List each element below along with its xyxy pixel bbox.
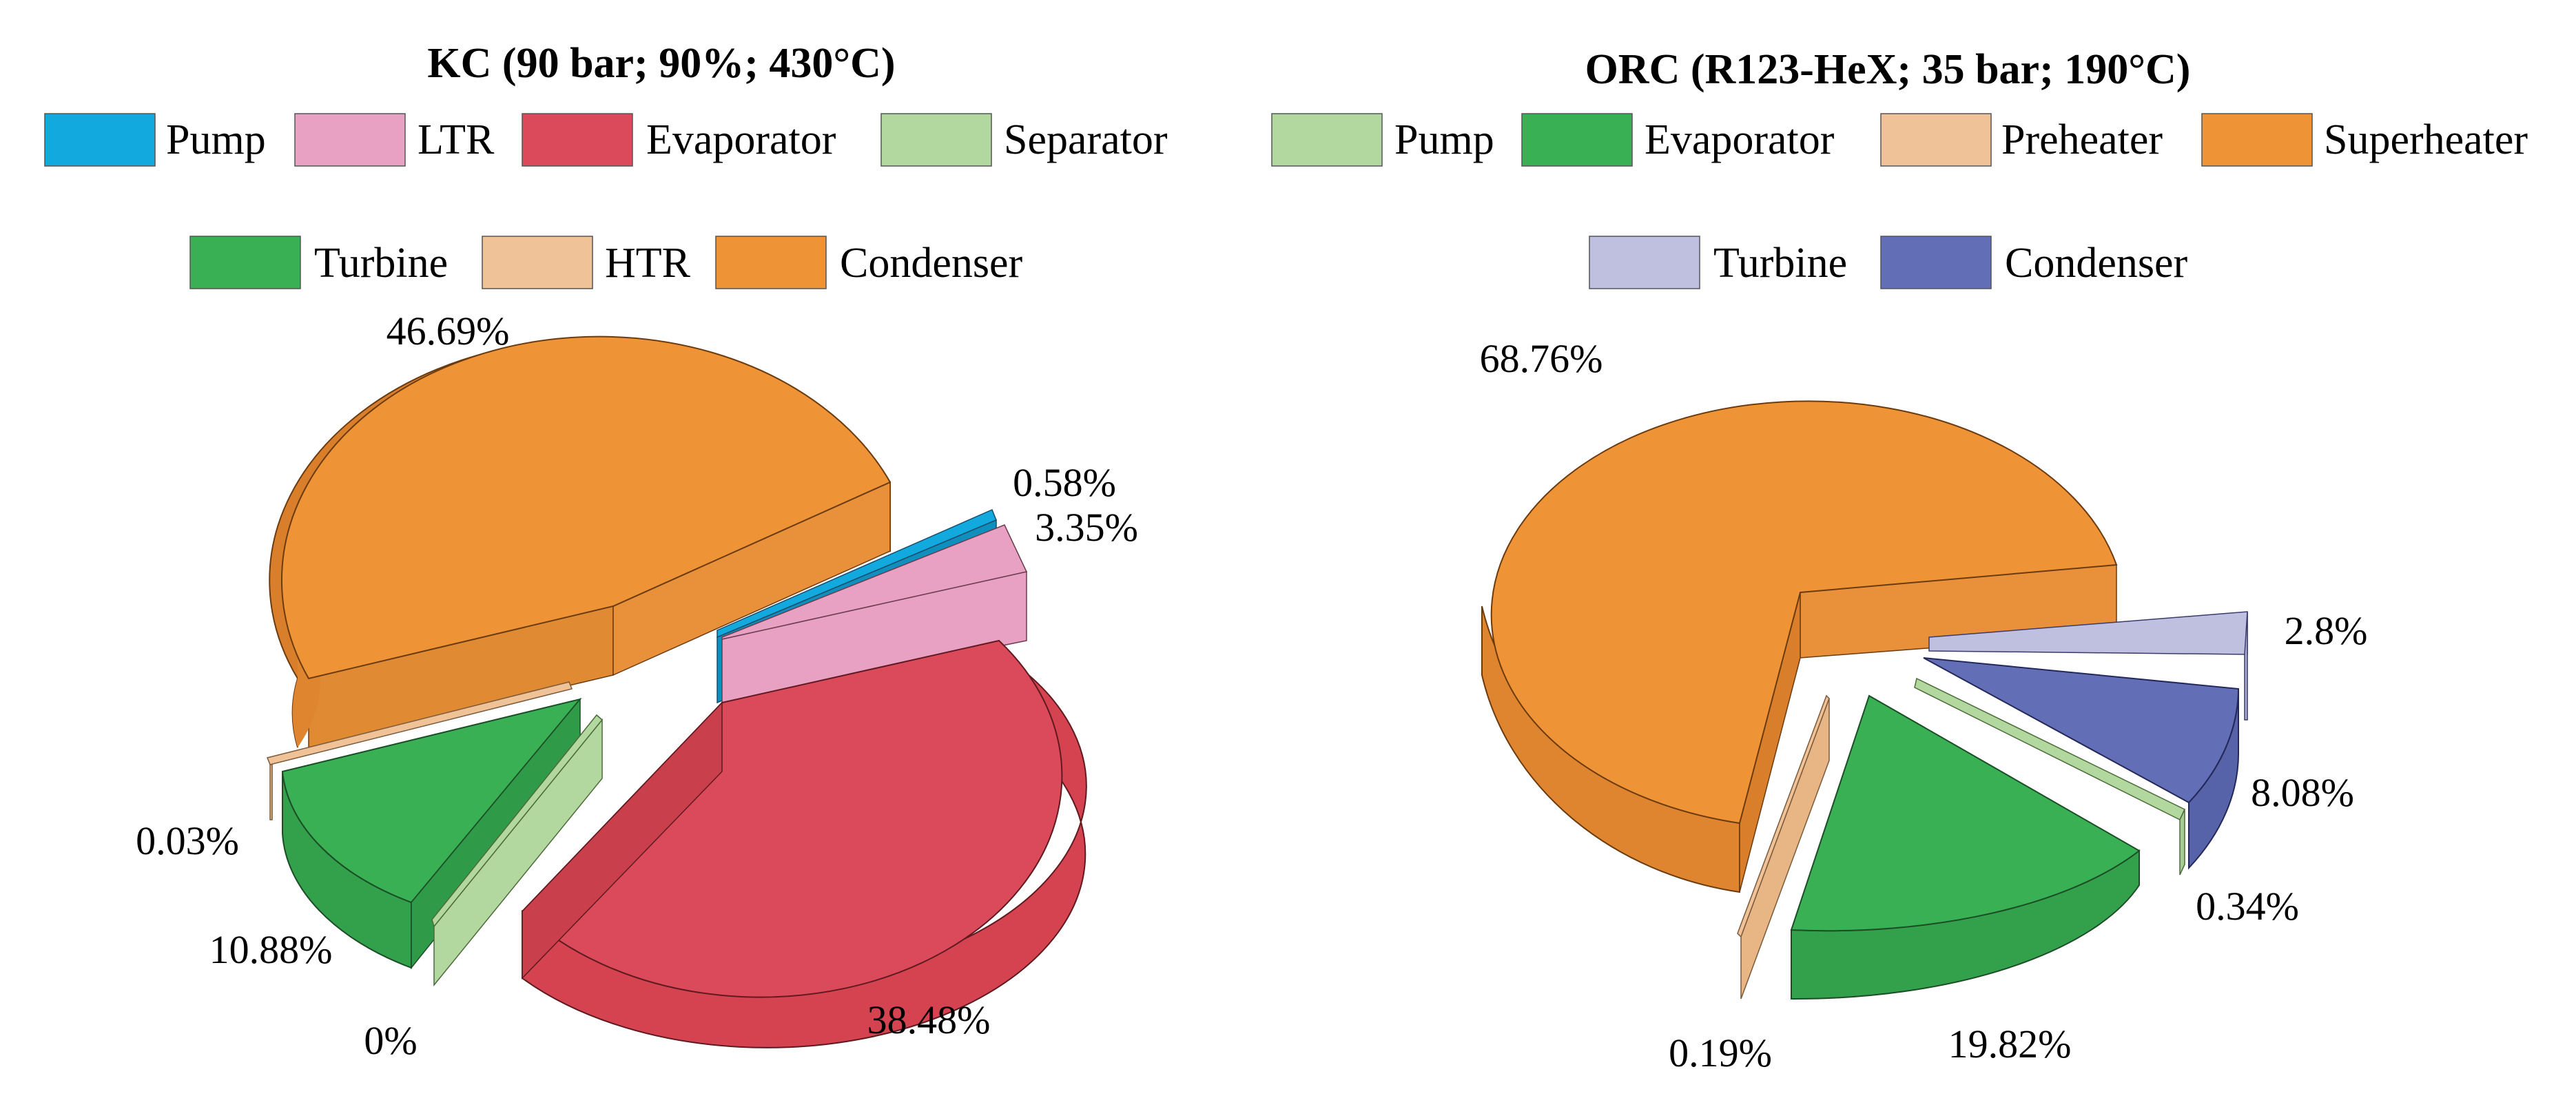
orc-slice-turbine bbox=[1928, 611, 2248, 721]
orc-label-preheater: 0.19% bbox=[1669, 1031, 1772, 1075]
kc-legend-label-evaporator: Evaporator bbox=[646, 116, 836, 163]
orc-label-condenser: 8.08% bbox=[2251, 770, 2354, 815]
kc-legend-swatch-condenser bbox=[715, 236, 827, 289]
kc-slice-condenser bbox=[269, 335, 892, 748]
kc-legend-label-separator: Separator bbox=[1004, 116, 1168, 163]
orc-legend: Pump Evaporator Preheater Superheater Tu… bbox=[1271, 113, 2528, 289]
kc-legend-item-condenser: Condenser bbox=[715, 236, 1023, 289]
kc-legend-item-evaporator: Evaporator bbox=[522, 113, 836, 167]
kc-slice-turbine-top bbox=[281, 698, 582, 904]
kc-slice-htr-side bbox=[269, 764, 273, 820]
kc-slice-evaporator bbox=[521, 639, 1087, 1048]
orc-legend-swatch-turbine bbox=[1589, 236, 1700, 289]
kc-slice-htr-top bbox=[266, 681, 573, 765]
orc-label-evaporator: 19.82% bbox=[1948, 1022, 2072, 1066]
kc-legend-swatch-evaporator bbox=[522, 113, 633, 167]
kc-label-evaporator: 38.48% bbox=[867, 997, 991, 1042]
kc-legend-swatch-turbine bbox=[189, 236, 301, 289]
kc-legend-label-turbine: Turbine bbox=[314, 240, 448, 287]
kc-label-htr: 0.03% bbox=[136, 818, 239, 863]
orc-legend-swatch-preheater bbox=[1880, 113, 1992, 167]
kc-legend-swatch-separator bbox=[880, 113, 992, 167]
orc-legend-label-superheater: Superheater bbox=[2324, 116, 2528, 163]
orc-slice-condenser-top bbox=[1923, 657, 2240, 804]
orc-legend-item-condenser: Condenser bbox=[1880, 236, 2188, 289]
orc-slice-condenser bbox=[1923, 657, 2240, 870]
orc-data-labels: 68.76% 2.8% 8.08% 0.34% 19.82% 0.19% bbox=[1480, 336, 2368, 1075]
kc-label-pump: 0.58% bbox=[1013, 460, 1116, 505]
orc-legend-item-superheater: Superheater bbox=[2201, 113, 2528, 167]
kc-label-separator: 0% bbox=[364, 1018, 417, 1063]
orc-label-turbine: 2.8% bbox=[2285, 608, 2368, 653]
orc-legend-swatch-condenser bbox=[1880, 236, 1992, 289]
kc-slice-separator-side bbox=[433, 718, 603, 987]
orc-slice-pump-side bbox=[2179, 809, 2185, 876]
kc-slice-ltr bbox=[721, 524, 1028, 703]
orc-legend-item-preheater: Preheater bbox=[1880, 113, 2163, 167]
kc-legend-swatch-htr bbox=[482, 236, 593, 289]
orc-legend-swatch-superheater bbox=[2201, 113, 2313, 167]
kc-legend-item-turbine: Turbine bbox=[189, 236, 448, 289]
kc-label-condenser: 46.69% bbox=[387, 309, 510, 353]
orc-slice-turbine-side bbox=[2244, 611, 2248, 721]
kc-chart: KC (90 bar; 90%; 430°C) Pump LTR Evapora… bbox=[44, 40, 1168, 1063]
orc-label-superheater: 68.76% bbox=[1480, 336, 1603, 381]
kc-legend-swatch-ltr bbox=[294, 113, 406, 167]
kc-slice-evaporator-top bbox=[521, 639, 1063, 998]
kc-slice-ltr-side bbox=[721, 571, 1027, 703]
orc-legend-item-pump: Pump bbox=[1271, 113, 1494, 167]
kc-legend: Pump LTR Evaporator Separator Turbine bbox=[44, 113, 1168, 289]
kc-legend-label-condenser: Condenser bbox=[840, 240, 1023, 287]
kc-legend-item-ltr: LTR bbox=[294, 113, 495, 167]
orc-legend-label-pump: Pump bbox=[1394, 116, 1494, 163]
orc-legend-label-turbine: Turbine bbox=[1713, 240, 1847, 287]
kc-slice-separator bbox=[431, 714, 604, 987]
kc-slice-condenser-top bbox=[280, 335, 892, 680]
orc-legend-item-turbine: Turbine bbox=[1589, 236, 1847, 289]
orc-chart: ORC (R123-HeX; 35 bar; 190°C) Pump Evapo… bbox=[1271, 46, 2528, 1075]
kc-label-turbine: 10.88% bbox=[209, 927, 333, 972]
orc-legend-item-evaporator: Evaporator bbox=[1521, 113, 1835, 167]
orc-slice-superheater-top bbox=[1490, 400, 2118, 825]
kc-legend-label-htr: HTR bbox=[605, 240, 691, 287]
orc-slice-preheater-side bbox=[1740, 698, 1830, 1000]
orc-pie bbox=[1481, 400, 2248, 1000]
orc-label-pump: 0.34% bbox=[2196, 884, 2299, 929]
kc-label-ltr: 3.35% bbox=[1035, 505, 1138, 550]
orc-slice-pump bbox=[1914, 677, 2185, 876]
orc-legend-label-condenser: Condenser bbox=[2005, 240, 2188, 287]
orc-legend-swatch-evaporator bbox=[1521, 113, 1633, 167]
orc-legend-label-preheater: Preheater bbox=[2001, 116, 2163, 163]
kc-legend-swatch-pump bbox=[44, 113, 156, 167]
kc-slice-htr bbox=[266, 681, 573, 820]
kc-legend-item-separator: Separator bbox=[880, 113, 1168, 167]
kc-legend-label-ltr: LTR bbox=[418, 116, 495, 163]
orc-legend-swatch-pump bbox=[1271, 113, 1383, 167]
kc-chart-title: KC (90 bar; 90%; 430°C) bbox=[427, 40, 895, 87]
kc-legend-item-pump: Pump bbox=[44, 113, 266, 167]
kc-legend-item-htr: HTR bbox=[482, 236, 691, 289]
kc-pie bbox=[266, 335, 1087, 1048]
kc-legend-label-pump: Pump bbox=[166, 116, 266, 163]
kc-data-labels: 46.69% 0.58% 3.35% 0.03% 10.88% 0% 38.48… bbox=[136, 309, 1138, 1063]
orc-legend-label-evaporator: Evaporator bbox=[1645, 116, 1835, 163]
orc-chart-title: ORC (R123-HeX; 35 bar; 190°C) bbox=[1585, 46, 2191, 93]
kc-slice-condenser-front-left bbox=[292, 679, 298, 747]
orc-slice-evaporator bbox=[1790, 694, 2141, 1000]
kc-slice-evaporator-wall bbox=[522, 701, 723, 980]
orc-slice-evaporator-top bbox=[1790, 694, 2141, 932]
orc-slice-preheater bbox=[1737, 694, 1830, 1000]
